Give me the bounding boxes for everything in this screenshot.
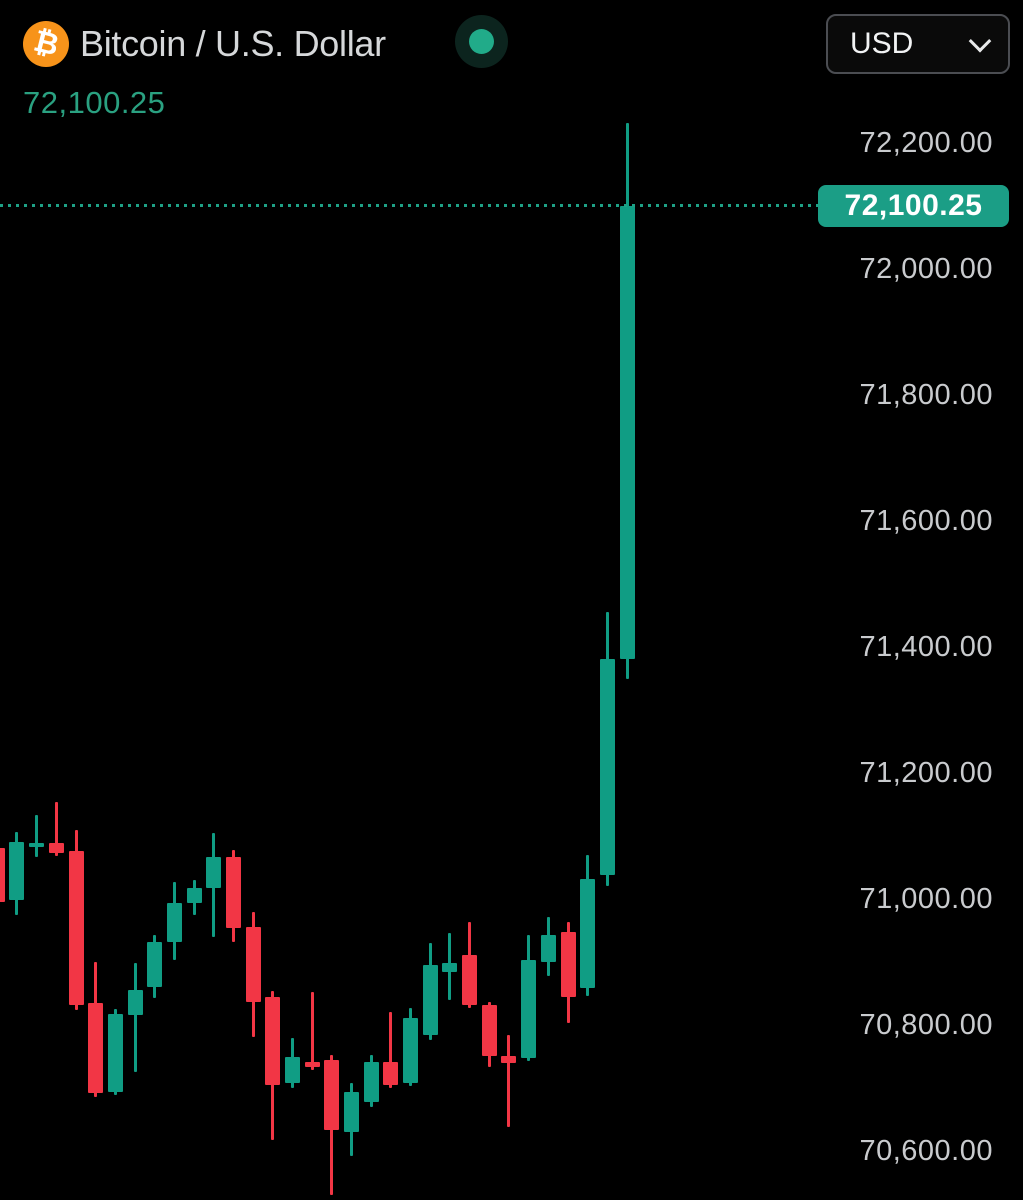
- current-price-label: 72,100.25: [818, 184, 1009, 227]
- candle-down: [88, 1002, 104, 1093]
- candle-wick: [310, 992, 314, 1071]
- candle-down: [245, 927, 261, 1002]
- price-tick-label: 72,200.00: [859, 126, 993, 159]
- chevron-down-icon: [968, 29, 992, 53]
- market-open-dot: [469, 29, 494, 54]
- candle-up: [599, 658, 615, 875]
- candle-down: [48, 842, 64, 853]
- candle-up: [285, 1057, 300, 1083]
- candle-down: [304, 1062, 320, 1068]
- price-tick-label: 71,600.00: [859, 504, 993, 537]
- candle-up: [442, 963, 458, 972]
- candle-down: [462, 954, 478, 1005]
- candle-down: [481, 1004, 497, 1056]
- price-tick-label: 71,800.00: [859, 378, 993, 411]
- candle-up: [29, 842, 45, 847]
- candle-up: [166, 902, 182, 942]
- candle-down: [68, 851, 84, 1005]
- candle-up: [107, 1014, 123, 1092]
- candle-down: [383, 1062, 399, 1085]
- candle-wick: [133, 963, 137, 1073]
- candle-down: [501, 1055, 517, 1063]
- candle-up: [9, 842, 25, 901]
- candle-wick: [35, 815, 39, 857]
- candle-up: [580, 878, 596, 988]
- candle-wick: [54, 801, 58, 857]
- candle-up: [422, 965, 438, 1035]
- candle-up: [619, 205, 635, 659]
- candle-up: [147, 941, 163, 988]
- candle-up: [403, 1017, 419, 1083]
- candle-up: [540, 934, 556, 962]
- market-open-indicator-icon: [455, 15, 508, 68]
- bitcoin-icon: ₿: [23, 21, 69, 67]
- price-tick-label: 70,600.00: [859, 1134, 993, 1167]
- candle-wick: [389, 1012, 393, 1088]
- symbol-title: Bitcoin / U.S. Dollar: [80, 23, 386, 64]
- price-tick-label: 71,200.00: [859, 756, 993, 789]
- candle-up: [186, 888, 202, 903]
- current-price-line: [0, 204, 818, 208]
- currency-dropdown[interactable]: USD: [826, 14, 1010, 74]
- candle-down: [560, 931, 576, 997]
- candle-up: [521, 960, 537, 1058]
- candle-wick: [507, 1034, 511, 1127]
- price-tick-label: 71,400.00: [859, 630, 993, 663]
- candle-up: [127, 989, 143, 1015]
- header-last-price: 72,100.25: [23, 85, 166, 120]
- candle-down: [225, 857, 241, 928]
- candle-down: [0, 847, 5, 903]
- candle-up: [363, 1062, 379, 1102]
- bitcoin-glyph: ₿: [30, 23, 63, 64]
- currency-value: USD: [850, 27, 914, 60]
- candle-down: [324, 1060, 340, 1131]
- candle-up: [344, 1091, 360, 1132]
- candle-up: [206, 857, 222, 889]
- price-tick-label: 70,800.00: [859, 1008, 993, 1041]
- candle-down: [265, 996, 281, 1085]
- price-tick-label: 71,000.00: [859, 882, 993, 915]
- chart-header: ₿ Bitcoin / U.S. Dollar 72,100.25 USD: [0, 0, 1023, 120]
- price-tick-label: 72,000.00: [859, 252, 993, 285]
